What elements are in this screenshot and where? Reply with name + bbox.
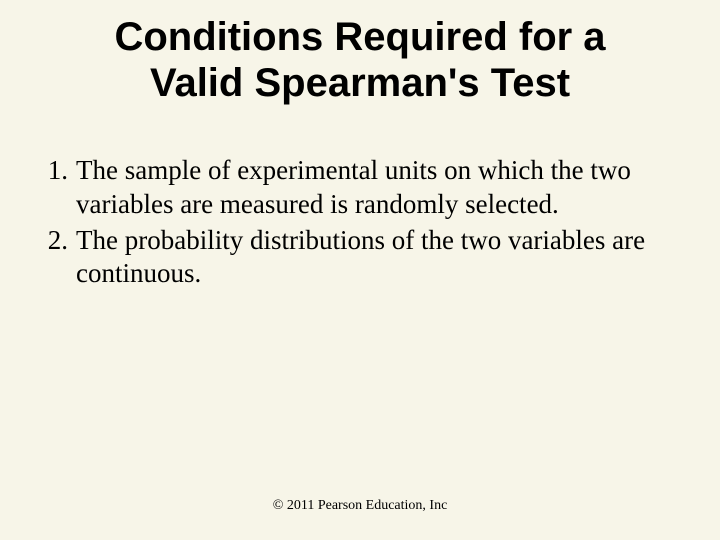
list-number: 2. bbox=[40, 224, 76, 292]
title-line-1: Conditions Required for a bbox=[114, 15, 605, 59]
conditions-list: 1. The sample of experimental units on w… bbox=[0, 106, 720, 291]
list-text: The sample of experimental units on whic… bbox=[76, 154, 680, 222]
list-item: 2. The probability distributions of the … bbox=[40, 224, 680, 292]
list-number: 1. bbox=[40, 154, 76, 222]
slide-title: Conditions Required for a Valid Spearman… bbox=[0, 0, 720, 106]
list-text: The probability distributions of the two… bbox=[76, 224, 680, 292]
title-line-2: Valid Spearman's Test bbox=[150, 61, 570, 105]
copyright-footer: © 2011 Pearson Education, Inc bbox=[0, 498, 720, 514]
list-item: 1. The sample of experimental units on w… bbox=[40, 154, 680, 222]
